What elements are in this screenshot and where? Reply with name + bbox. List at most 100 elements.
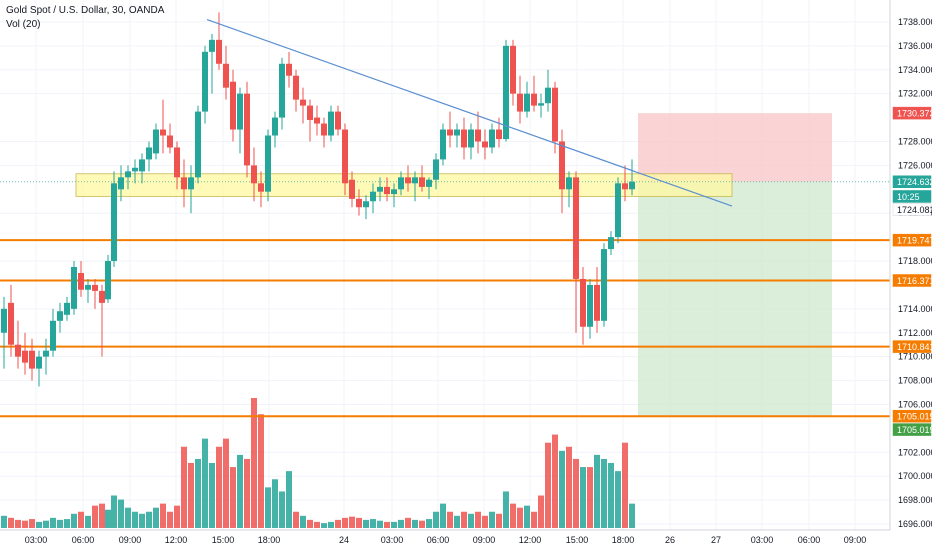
candles <box>1 12 635 387</box>
price-tick-label: 1712.000 <box>898 328 932 338</box>
grid <box>0 0 890 530</box>
volume-bar <box>419 520 425 528</box>
candle-body <box>552 87 558 142</box>
candle-body <box>349 179 355 199</box>
volume-bar <box>622 442 628 528</box>
volume-bar <box>174 505 180 528</box>
candle-body <box>426 179 432 187</box>
volume-bar <box>349 516 355 528</box>
volume-bar <box>608 463 614 528</box>
chart-title: Gold Spot / U.S. Dollar, 30, OANDA <box>6 5 165 16</box>
candle-body <box>580 278 586 327</box>
volume-bar <box>1 515 7 528</box>
candle-body <box>209 39 215 52</box>
volume-bar <box>580 467 586 528</box>
price-tick-label: 1732.000 <box>898 89 932 99</box>
volume-bar <box>496 513 502 528</box>
candle-body <box>195 111 201 178</box>
volume-bar <box>594 454 600 528</box>
candle-body <box>461 129 467 148</box>
candle-body <box>223 63 229 88</box>
candle-body <box>15 344 21 357</box>
candle-body <box>57 311 63 321</box>
candle-body <box>419 177 425 187</box>
volume-bar <box>384 521 390 528</box>
volume-bar <box>202 438 208 528</box>
volume-bar <box>510 503 516 528</box>
volume-bar <box>99 503 105 528</box>
volume-bar <box>566 446 572 528</box>
candle-body <box>50 320 56 351</box>
price-badge-label: 10:25 <box>897 192 920 202</box>
time-tick-label: 18:00 <box>258 535 281 545</box>
candle-body <box>8 302 14 345</box>
price-badge-label: 1716.371 <box>897 276 932 286</box>
volume-bar <box>105 509 111 528</box>
candle-body <box>510 45 516 94</box>
volume-bar <box>615 471 621 528</box>
candle-body <box>85 284 91 290</box>
candle-body <box>615 183 621 238</box>
volume-bar <box>125 507 131 528</box>
time-axis-bg <box>0 530 890 550</box>
time-tick-label: 15:00 <box>212 535 235 545</box>
price-tick-label: 1708.000 <box>898 376 932 386</box>
volume-bar <box>440 503 446 528</box>
volume-bar <box>111 495 117 528</box>
candle-body <box>398 177 404 190</box>
volume-indicator-label: Vol (20) <box>6 19 41 30</box>
candle-body <box>601 249 607 321</box>
candle-body <box>314 117 320 124</box>
volume-bar <box>230 467 236 528</box>
volume-bar <box>552 434 558 528</box>
volume-bar <box>363 519 369 528</box>
candle-body <box>118 177 124 190</box>
time-tick-label: 06:00 <box>72 535 95 545</box>
price-badge <box>892 190 932 203</box>
volume-bar <box>454 515 460 528</box>
volume-bar <box>377 520 383 528</box>
candle-body <box>244 93 250 166</box>
volume-bar <box>85 515 91 528</box>
candle-body <box>482 141 488 148</box>
candle-body <box>573 177 579 279</box>
price-tick-label: 1698.000 <box>898 495 932 505</box>
candle-body <box>566 177 572 190</box>
candle-body <box>342 129 348 184</box>
time-tick-label: 06:00 <box>798 535 821 545</box>
candle-body <box>468 129 474 148</box>
volume-bar <box>293 511 299 528</box>
volume-bar <box>195 458 201 528</box>
price-badge <box>892 233 932 247</box>
price-badge-label: 1719.747 <box>897 236 932 246</box>
candle-body <box>258 183 264 192</box>
candle-body <box>489 129 495 148</box>
volume-bar <box>545 442 551 528</box>
candle-body <box>433 159 439 180</box>
price-badge <box>892 409 932 423</box>
volume-bar <box>258 414 264 528</box>
candle-body <box>293 75 299 100</box>
price-badge <box>892 106 932 120</box>
volume-bar <box>36 521 42 528</box>
volume-bar <box>64 519 70 528</box>
price-tick-label: 1696.000 <box>898 519 932 529</box>
volume-bar <box>132 511 138 528</box>
volume-bar <box>181 446 187 528</box>
volume-bar <box>601 458 607 528</box>
volume-bar <box>426 519 432 528</box>
volume-bar <box>587 467 593 528</box>
price-badge-label: 1724.632 <box>897 177 932 187</box>
candle-body <box>524 93 530 112</box>
candle-body <box>230 81 236 130</box>
volume-bar <box>482 515 488 528</box>
candle-body <box>36 356 42 369</box>
candle-body <box>384 186 390 195</box>
candle-body <box>64 302 70 315</box>
volume-bar <box>43 520 49 528</box>
candle-body <box>447 129 453 136</box>
candle-body <box>545 87 551 104</box>
